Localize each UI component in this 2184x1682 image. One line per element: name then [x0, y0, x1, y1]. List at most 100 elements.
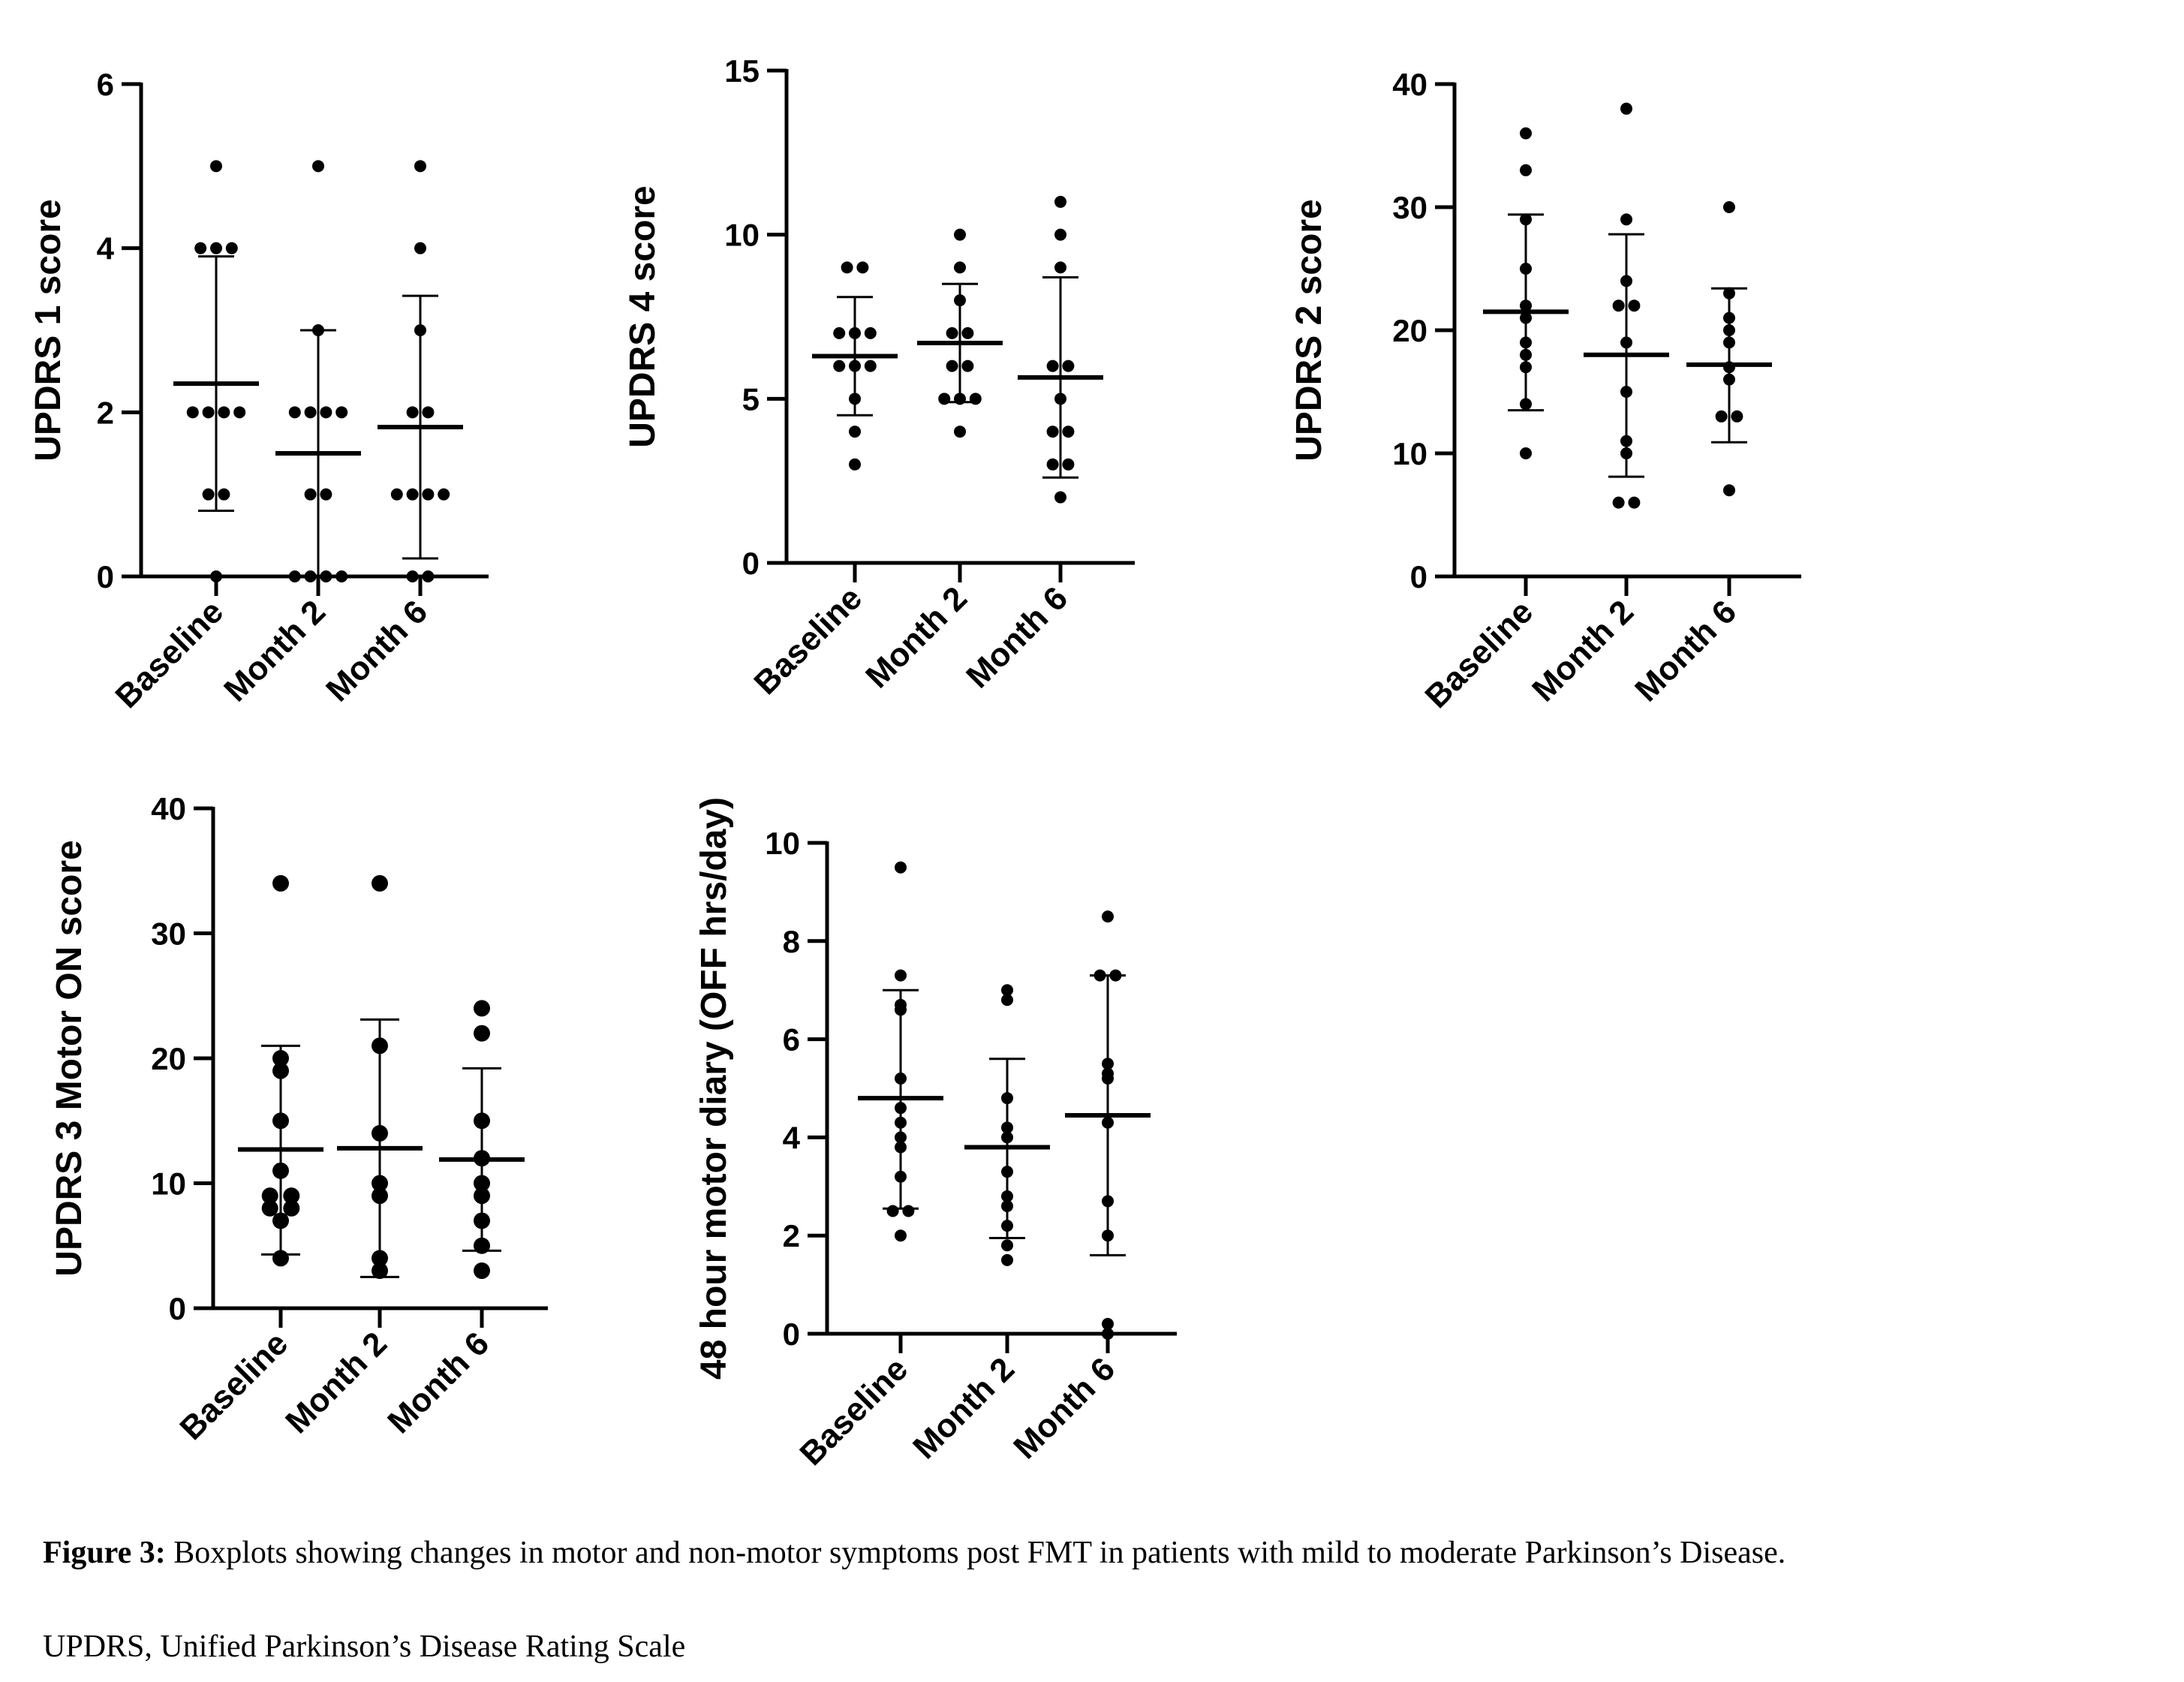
data-point [474, 1237, 490, 1254]
data-point [954, 261, 966, 274]
data-point [1054, 195, 1066, 208]
data-point [1102, 910, 1114, 923]
data-point [1520, 398, 1532, 411]
y-axis-title: UPDRS 1 score [29, 199, 68, 461]
y-tick-label: 10 [151, 1166, 186, 1202]
series-month-6 [1686, 201, 1772, 497]
data-point [186, 406, 199, 419]
data-point [849, 426, 861, 438]
x-tick-label: Baseline [747, 579, 869, 702]
data-point [1062, 458, 1075, 471]
data-point [1520, 311, 1532, 324]
data-point [895, 1131, 907, 1144]
x-tick-label: Month 6 [959, 579, 1075, 695]
series-month-2 [964, 984, 1050, 1266]
data-point [474, 1262, 490, 1280]
data-point [272, 1162, 289, 1179]
data-point [283, 1199, 300, 1217]
series-month-6 [1018, 195, 1103, 504]
data-point [372, 1175, 388, 1192]
y-tick-label: 0 [1410, 559, 1427, 594]
data-point [1102, 1072, 1114, 1085]
data-point [1001, 1199, 1013, 1212]
data-point [272, 1050, 289, 1067]
data-point [938, 393, 951, 405]
data-point [1612, 496, 1625, 509]
data-point [1054, 491, 1066, 504]
data-point [390, 488, 403, 501]
data-point [1520, 348, 1532, 361]
data-point [372, 1037, 388, 1055]
data-point [954, 426, 966, 438]
data-point [1715, 410, 1728, 423]
y-tick-label: 40 [1392, 67, 1427, 102]
data-point [1520, 213, 1532, 226]
data-point [1102, 1058, 1114, 1070]
series-baseline [812, 261, 898, 471]
data-point [422, 570, 435, 582]
data-point [895, 1003, 907, 1016]
data-point [474, 1112, 490, 1130]
data-point [414, 160, 426, 173]
data-point [895, 1116, 907, 1129]
y-tick-label: 40 [151, 791, 186, 826]
x-tick-label: Baseline [173, 1325, 295, 1447]
data-point [969, 393, 982, 405]
y-tick-label: 30 [151, 916, 186, 952]
y-tick-label: 4 [97, 231, 115, 266]
y-tick-label: 30 [1392, 190, 1427, 225]
data-point [1102, 1116, 1114, 1129]
y-axis-title: UPDRS 3 Motor ON score [50, 840, 89, 1276]
data-point [1102, 1317, 1114, 1330]
y-tick-label: 10 [765, 826, 800, 861]
figure-note: UPDRS, Unified Parkinson’s Disease Ratin… [43, 1629, 686, 1664]
data-point [1520, 447, 1532, 459]
data-point [320, 406, 332, 419]
data-point [1001, 1190, 1013, 1202]
data-point [1102, 1229, 1114, 1242]
y-tick-label: 0 [97, 559, 114, 594]
y-tick-label: 6 [97, 67, 114, 102]
data-point [1723, 287, 1735, 299]
y-tick-label: 20 [151, 1041, 186, 1076]
data-point [304, 570, 317, 582]
data-point [422, 406, 435, 419]
data-point [1520, 164, 1532, 176]
data-point [210, 160, 222, 173]
x-tick-label: Month 6 [1006, 1350, 1122, 1466]
x-tick-label: Baseline [793, 1350, 915, 1473]
data-point [218, 488, 230, 501]
data-point [288, 570, 301, 582]
data-point [312, 160, 324, 173]
data-point [849, 326, 861, 339]
x-tick-label: Baseline [108, 593, 230, 715]
data-point [1731, 410, 1743, 423]
series-month-2 [337, 874, 423, 1280]
data-point [1620, 447, 1632, 459]
data-point [895, 1102, 907, 1115]
x-tick-label: Month 6 [381, 1325, 496, 1440]
data-point [194, 242, 207, 254]
figure-caption: Figure 3: Boxplots showing changes in mo… [43, 1535, 1785, 1571]
data-point [474, 1000, 490, 1017]
data-point [1102, 1328, 1114, 1340]
data-point [1001, 1253, 1013, 1266]
series-month-6 [1065, 910, 1151, 1340]
data-point [202, 488, 215, 501]
caption-text: Boxplots showing changes in motor and no… [165, 1536, 1786, 1570]
data-point [1001, 1166, 1013, 1178]
data-point [335, 570, 348, 582]
data-point [849, 360, 861, 372]
data-point [895, 1229, 907, 1242]
data-point [895, 1170, 907, 1183]
data-point [1094, 969, 1106, 982]
series-month-2 [1584, 102, 1669, 509]
data-point [902, 1205, 915, 1217]
data-point [833, 360, 846, 372]
data-point [272, 874, 289, 892]
